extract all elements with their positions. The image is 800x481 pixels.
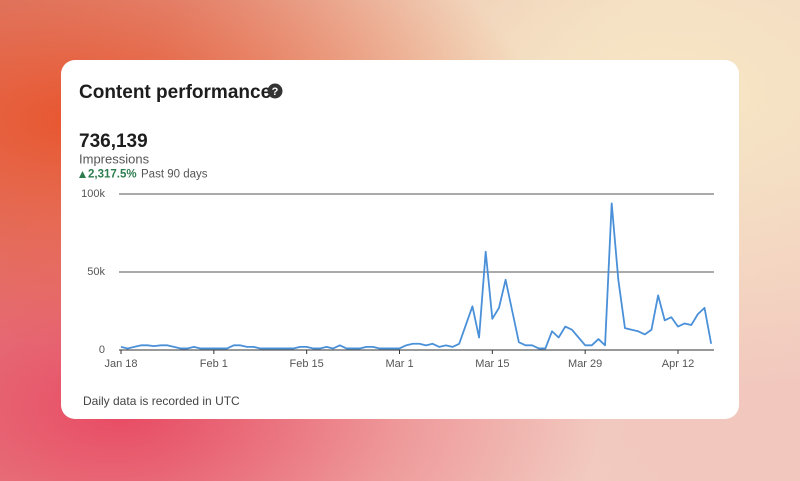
x-tick-label: Jan 18 bbox=[104, 358, 137, 370]
x-tick-label: Feb 1 bbox=[200, 358, 228, 370]
change: 2,317.5% bbox=[88, 169, 137, 181]
x-tick-label: Feb 15 bbox=[290, 358, 324, 370]
y-tick-label: 0 bbox=[99, 344, 105, 356]
impressions-line bbox=[120, 202, 713, 350]
total: 736,139 bbox=[79, 131, 148, 152]
x-tick-label: Mar 1 bbox=[385, 358, 413, 370]
x-tick-label: Mar 29 bbox=[568, 358, 602, 370]
y-tick-label: 50k bbox=[87, 266, 105, 278]
svg-text:?: ? bbox=[272, 86, 279, 98]
x-tick-label: Apr 12 bbox=[662, 358, 694, 370]
x-tick-label: Mar 15 bbox=[475, 358, 509, 370]
help-icon[interactable]: ? bbox=[267, 83, 283, 99]
card bbox=[61, 60, 739, 419]
period: Past 90 days bbox=[141, 169, 208, 181]
metric: Impressions bbox=[79, 151, 150, 166]
chart-title: Content performance bbox=[79, 82, 271, 103]
note: Daily data is recorded in UTC bbox=[83, 394, 240, 408]
y-tick-label: 100k bbox=[81, 188, 105, 200]
up-arrow bbox=[79, 171, 86, 178]
